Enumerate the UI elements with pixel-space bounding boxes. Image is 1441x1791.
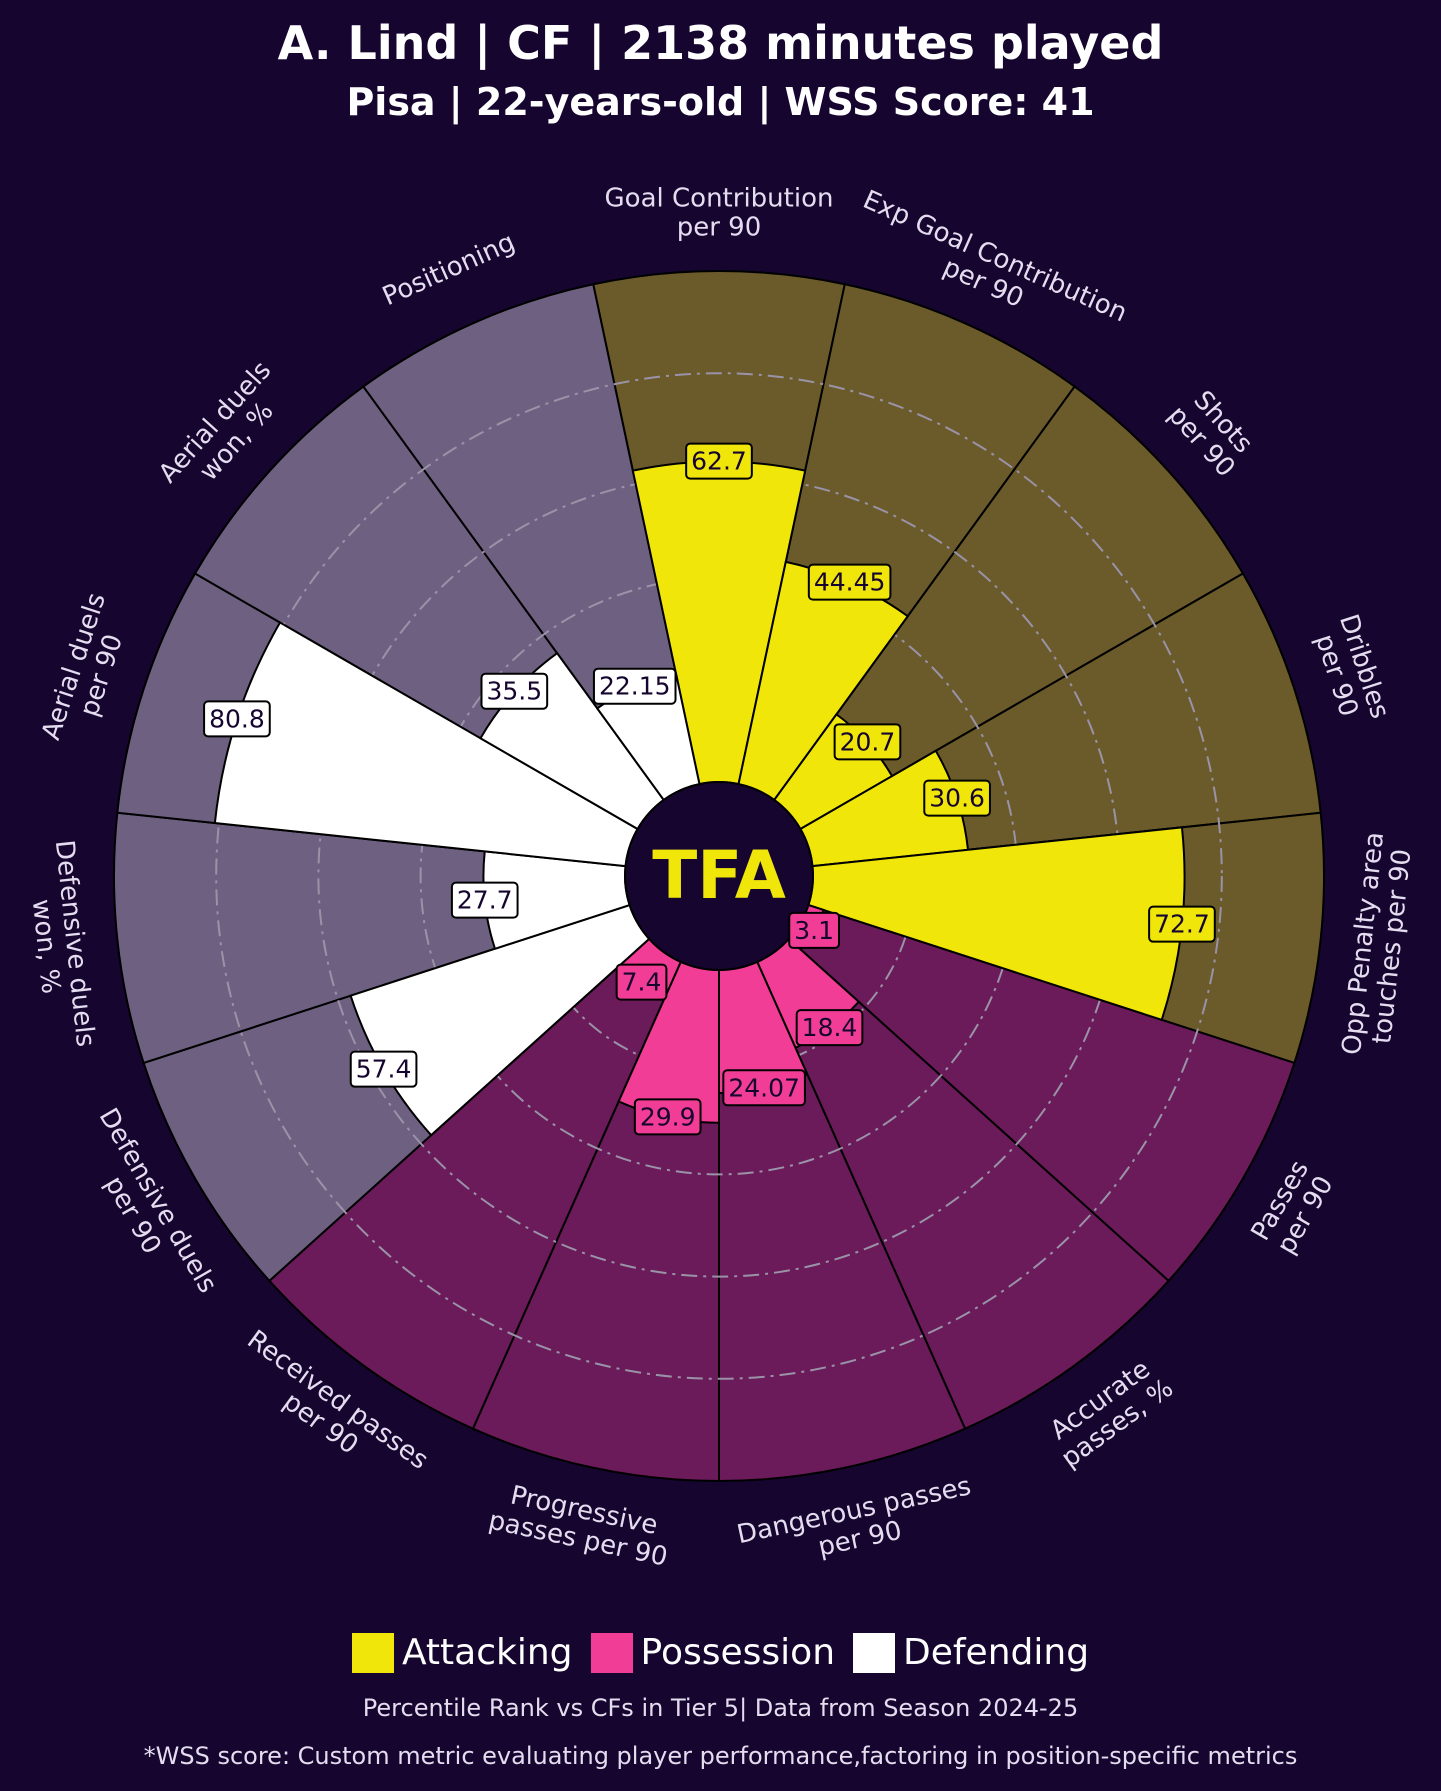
value-text: 35.5: [486, 677, 542, 706]
legend-item: Attacking: [351, 1632, 573, 1673]
value-box: [450, 881, 519, 919]
value-label: 44.45: [807, 563, 892, 601]
value-label: 27.7: [450, 881, 519, 919]
center-logo: TFA: [652, 837, 786, 914]
value-text: 30.6: [929, 784, 985, 813]
value-label: 7.4: [615, 963, 668, 1001]
value-label: 35.5: [480, 672, 549, 710]
value-text: 72.7: [1154, 910, 1210, 939]
value-label: 24.07: [722, 1069, 806, 1107]
value-text: 7.4: [622, 968, 662, 997]
value-text: 62.7: [691, 447, 747, 476]
value-label: 3.1: [788, 911, 841, 949]
value-label: 62.7: [685, 442, 753, 480]
value-text: 44.45: [814, 568, 886, 597]
value-box: [480, 672, 549, 710]
value-box: [833, 723, 902, 761]
value-text: 80.8: [209, 704, 265, 733]
value-text: 3.1: [794, 916, 834, 945]
value-text: 27.7: [457, 886, 513, 915]
chart: TFA 62.7 44.45 20.7 30.6 72.7 3.1 18.4 24.07 29.9…: [113, 270, 1325, 1483]
center-circle: [624, 781, 814, 971]
value-box: [923, 779, 991, 817]
value-label: 18.4: [795, 1009, 864, 1047]
value-box: [807, 563, 892, 601]
chart-title: A. Lind | CF | 2138 minutes played: [277, 16, 1164, 70]
value-text: 57.4: [356, 1055, 412, 1084]
value-box: [203, 700, 271, 738]
value-text: 24.07: [728, 1073, 800, 1102]
value-box: [592, 667, 677, 705]
value-label: 57.4: [349, 1050, 418, 1088]
value-box: [788, 911, 841, 949]
value-text: 18.4: [802, 1013, 858, 1042]
legend-item: Possession: [590, 1632, 836, 1673]
value-text: 29.9: [640, 1102, 696, 1131]
legend-swatch: [351, 1632, 394, 1673]
legend-label: Attacking: [401, 1632, 573, 1673]
legend-label: Possession: [640, 1632, 836, 1673]
footnote: *WSS score: Custom metric evaluating pla…: [143, 1742, 1298, 1770]
value-label: 22.15: [592, 667, 677, 705]
value-box: [633, 1098, 702, 1136]
grid-circle: [215, 372, 1223, 1380]
note: Percentile Rank vs CFs in Tier 5| Data f…: [362, 1694, 1079, 1722]
value-text: 22.15: [599, 672, 671, 701]
value-box: [685, 442, 753, 480]
value-label: 72.7: [1148, 905, 1216, 943]
value-text: 20.7: [840, 727, 896, 756]
legend-label: Defending: [903, 1632, 1090, 1673]
value-box: [349, 1050, 418, 1088]
value-box: [722, 1069, 806, 1107]
value-box: [1148, 905, 1216, 943]
legend: Attacking Possession Defending: [0, 1632, 1441, 1673]
value-label: 20.7: [833, 723, 902, 761]
legend-swatch: [853, 1632, 896, 1673]
value-box: [795, 1009, 864, 1047]
value-label: 80.8: [203, 700, 271, 738]
legend-swatch: [590, 1632, 633, 1673]
legend-item: Defending: [853, 1632, 1089, 1673]
chart-subtitle: Pisa | 22-years-old | WSS Score: 41: [346, 80, 1095, 124]
category-label: Goal Contribution per 90: [604, 183, 834, 242]
value-label: 30.6: [923, 779, 991, 817]
value-label: 29.9: [633, 1098, 702, 1136]
value-box: [615, 963, 668, 1001]
